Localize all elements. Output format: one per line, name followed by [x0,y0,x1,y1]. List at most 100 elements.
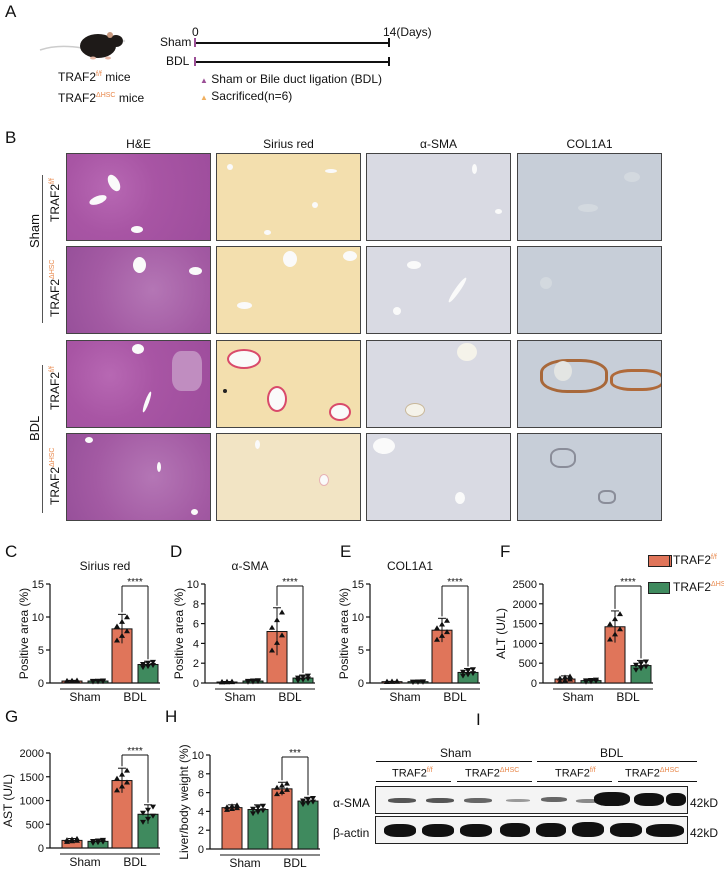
panel-letter: E [340,542,351,561]
svg-text:BDL: BDL [283,856,307,869]
histology-image-col1a1-sham-fl [517,153,662,241]
histology-image-sirius-bdl-dhsc [216,433,361,521]
legend-label-fl: TRAF2f/f [673,553,717,567]
blot-label-actin: β-actin [333,826,370,840]
svg-text:10: 10 [32,612,44,624]
timeline-tick [388,38,390,47]
svg-text:α-SMA: α-SMA [232,559,269,573]
panel-letter: F [500,542,510,561]
panel-letter-i: I [476,710,481,729]
column-title: Sirius red [263,137,314,151]
svg-text:8: 8 [193,599,199,611]
svg-text:5: 5 [358,645,364,657]
svg-text:BDL: BDL [123,690,147,704]
svg-text:****: **** [447,577,463,588]
svg-text:****: **** [282,577,298,588]
group-bracket [42,365,43,513]
timeline-legend-item: ▲ Sham or Bile duct ligation (BDL) [200,72,383,86]
svg-text:8: 8 [198,769,204,781]
svg-text:15: 15 [352,579,364,591]
svg-text:Positive area (%): Positive area (%) [337,588,351,679]
svg-text:15: 15 [32,579,44,591]
svg-text:500: 500 [26,819,44,831]
histology-image-he-bdl-fl [66,340,211,428]
histology-image-he-sham-fl [66,153,211,241]
column-title: H&E [126,137,151,151]
svg-text:0: 0 [358,678,364,690]
svg-text:Sham: Sham [224,690,255,704]
timeline-row-sham: Sham [160,35,192,49]
svg-text:Sham: Sham [389,690,420,704]
svg-text:0: 0 [198,844,204,856]
svg-text:****: **** [620,577,636,588]
timeline-row-bdl: BDL [166,54,190,68]
blot-asma [375,786,688,814]
svg-text:6: 6 [198,788,204,800]
histology-image-sirius-sham-fl [216,153,361,241]
divider [376,781,451,782]
svg-text:Sham: Sham [69,690,100,704]
svg-text:****: **** [127,577,143,588]
mouse-label-dhsc: TRAF2ΔHSC mice [58,91,145,105]
divider [537,761,697,762]
timeline-line-sham [194,42,389,44]
blot-subgroup: TRAF2ΔHSC [465,767,520,780]
timeline-end: 14(Days) [383,25,432,39]
blot-actin [375,816,688,844]
svg-text:2: 2 [193,658,199,670]
histology-image-sirius-bdl-fl [216,340,361,428]
svg-text:2500: 2500 [513,579,537,591]
triangle-icon: ▲ [200,93,208,102]
legend-swatch-fl [648,555,670,567]
group-bracket [42,175,43,323]
svg-text:Sirius red: Sirius red [80,559,131,573]
histology-image-he-sham-dhsc [66,246,211,334]
timeline-tick [194,38,196,47]
svg-text:1500: 1500 [20,772,44,784]
svg-text:500: 500 [519,658,537,670]
histology-image-col1a1-sham-dhsc [517,246,662,334]
divider [537,781,612,782]
triangle-icon: ▲ [200,76,208,85]
svg-text:2000: 2000 [513,599,537,611]
panel-letter: C [5,542,17,561]
panel-letter: H [165,707,177,726]
histology-image-asma-bdl-fl [366,340,511,428]
blot-subgroup: TRAF2f/f [555,767,596,780]
svg-text:0: 0 [531,678,537,690]
divider [457,781,532,782]
mouse-icon [39,32,126,60]
svg-text:4: 4 [198,806,204,818]
blot-size-asma: 42kD [690,796,719,810]
svg-text:Sham: Sham [562,690,593,704]
svg-text:1500: 1500 [513,619,537,631]
histology-image-asma-sham-fl [366,153,511,241]
svg-text:1000: 1000 [20,796,44,808]
timeline-tick [388,57,390,66]
panel-letter: G [5,707,18,726]
histology-image-asma-bdl-dhsc [366,433,511,521]
timeline-start: 0 [192,25,199,39]
svg-text:10: 10 [187,579,199,591]
svg-text:AST (U/L): AST (U/L) [1,774,15,827]
timeline-legend-item: ▲ Sacrificed(n=6) [200,89,293,103]
timeline-tick [194,57,196,66]
svg-text:1000: 1000 [513,638,537,650]
svg-text:***: *** [289,748,301,759]
blot-subgroup: TRAF2ΔHSC [625,767,680,780]
column-title: α-SMA [420,137,457,151]
timeline-line-bdl [194,61,389,63]
svg-text:BDL: BDL [616,690,640,704]
blot-size-actin: 42kD [690,826,719,840]
svg-text:10: 10 [352,612,364,624]
svg-text:Positive area (%): Positive area (%) [17,588,31,679]
histology-image-sirius-sham-dhsc [216,246,361,334]
svg-text:6: 6 [193,619,199,631]
svg-text:ALT (U/L): ALT (U/L) [494,608,508,659]
svg-text:BDL: BDL [443,690,467,704]
svg-text:BDL: BDL [278,690,302,704]
svg-text:2: 2 [198,825,204,837]
svg-text:0: 0 [38,843,44,855]
svg-text:0: 0 [193,678,199,690]
mouse-label-fl: TRAF2f/f mice [58,70,131,84]
